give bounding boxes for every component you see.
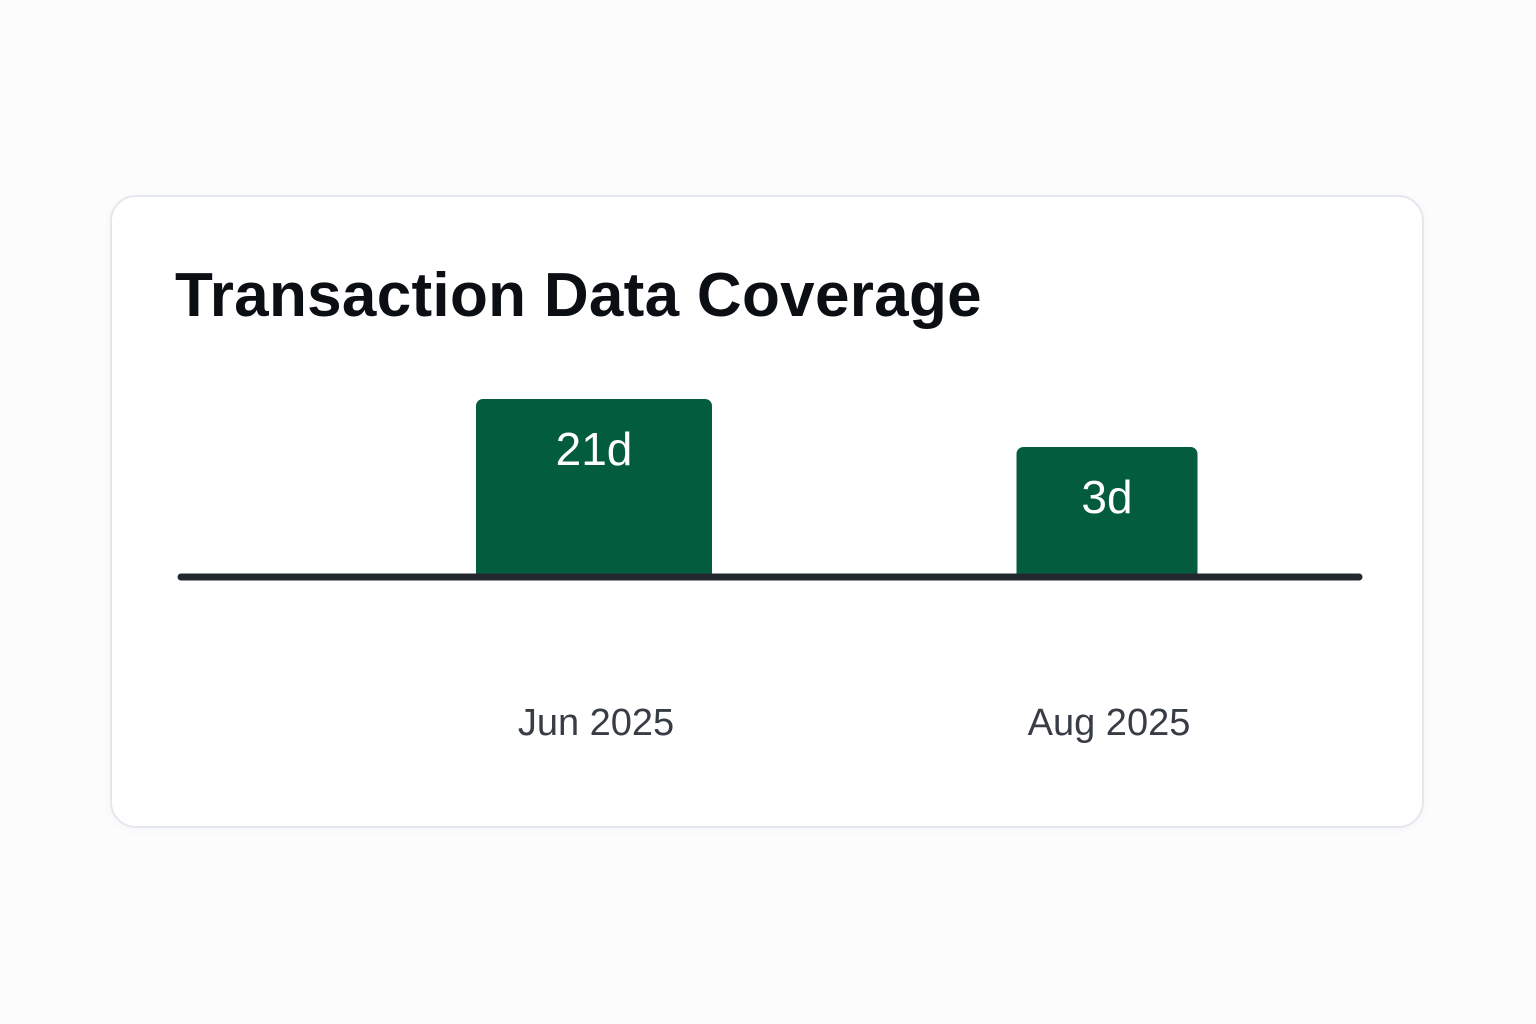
bar-chart: 21d 3d Jun 2025 Aug 2025 [177,399,1363,744]
bar-aug-2025 [1016,447,1198,580]
bar-data-label: 3d [1081,471,1132,523]
x-tick-labels-group: Jun 2025 Aug 2025 [518,702,1191,744]
x-tick-label: Jun 2025 [518,702,674,744]
bar-data-label: 21d [556,423,633,475]
bar-jun-2025 [476,399,712,580]
chart-title: Transaction Data Coverage [175,261,982,330]
bars-group [476,399,1198,580]
bar-labels-group: 21d 3d [556,423,1133,523]
x-tick-label: Aug 2025 [1028,702,1191,744]
chart-card: Transaction Data Coverage 21d 3d Jun 2025… [110,195,1424,828]
